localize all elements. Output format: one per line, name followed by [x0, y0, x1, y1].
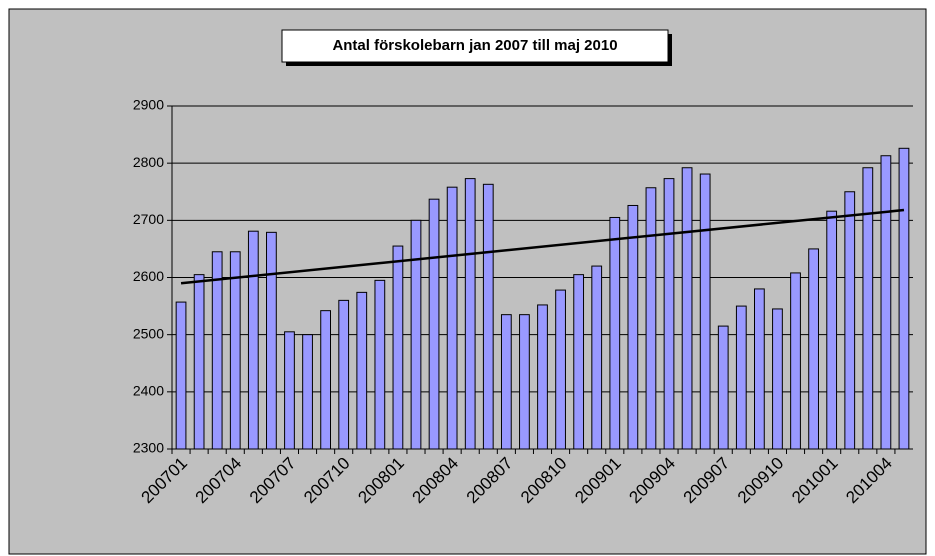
chart-title: Antal förskolebarn jan 2007 till maj 201…	[332, 37, 617, 54]
bar	[537, 304, 548, 450]
bar	[392, 245, 404, 450]
bar	[247, 230, 259, 450]
bar	[428, 198, 440, 450]
y-tick-label: 2300	[133, 440, 164, 456]
bar	[772, 308, 783, 450]
bar	[482, 183, 494, 450]
bar	[211, 251, 223, 450]
bar	[645, 187, 657, 450]
y-tick-label: 2500	[133, 325, 164, 341]
bar	[302, 334, 313, 450]
y-tick-label: 2900	[133, 97, 164, 113]
bar	[663, 178, 675, 450]
bar	[609, 216, 621, 450]
bar	[229, 251, 241, 450]
title-box	[281, 29, 669, 63]
bar	[808, 248, 819, 450]
bar	[681, 167, 693, 450]
bar	[699, 173, 711, 450]
trendline	[180, 208, 905, 285]
bar	[717, 325, 729, 450]
bar	[790, 272, 801, 450]
bar	[338, 299, 350, 450]
bar	[591, 265, 603, 450]
bar	[193, 274, 205, 450]
bar	[320, 310, 332, 450]
bar	[880, 155, 892, 450]
bar	[284, 331, 295, 450]
bar	[753, 288, 765, 450]
bar	[862, 167, 874, 450]
bar	[266, 231, 277, 450]
bar	[898, 147, 910, 450]
bar	[573, 274, 585, 450]
bar	[464, 178, 476, 450]
bar	[410, 219, 422, 450]
y-tick-label: 2800	[133, 154, 164, 170]
bar	[175, 301, 187, 450]
bar	[356, 291, 368, 450]
bar	[627, 204, 639, 450]
bar	[500, 314, 512, 450]
bar	[555, 289, 566, 450]
y-tick-label: 2600	[133, 268, 164, 284]
bar	[826, 210, 838, 450]
bar	[735, 305, 747, 450]
bar	[374, 279, 386, 450]
bar	[446, 186, 458, 450]
bar	[844, 191, 856, 450]
y-tick-label: 2400	[133, 383, 164, 399]
y-tick-label: 2700	[133, 211, 164, 227]
bar	[519, 314, 530, 450]
